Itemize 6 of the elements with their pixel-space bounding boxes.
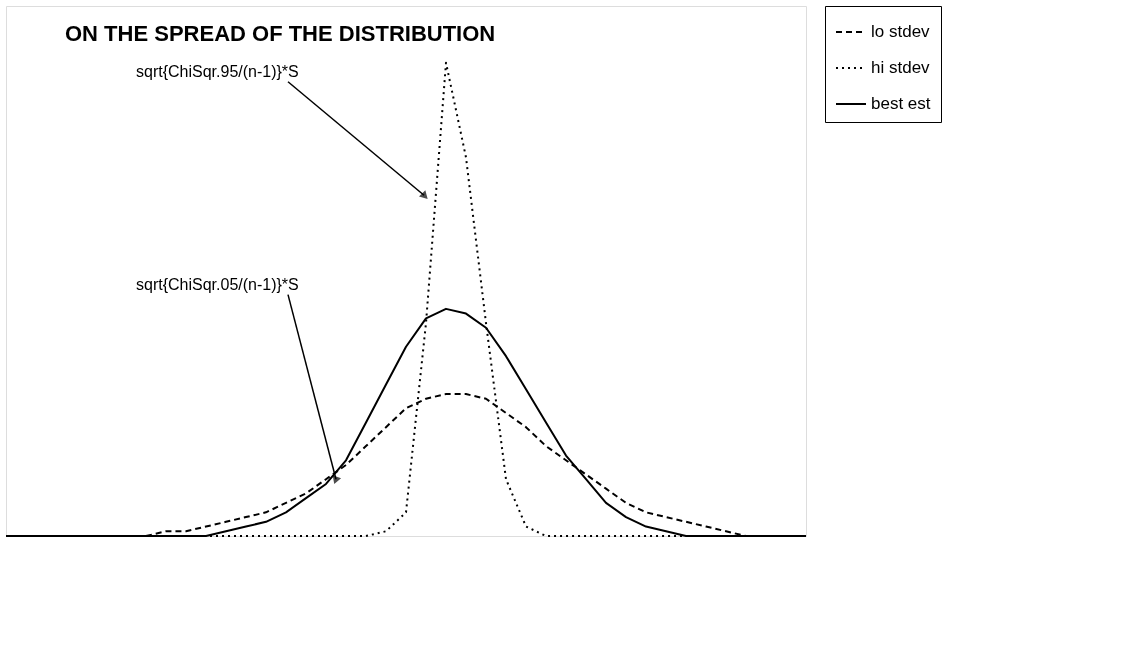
annotation: sqrt{ChiSqr.05/(n-1)}*S	[136, 276, 299, 294]
legend-label: best est	[871, 94, 931, 113]
legend-label: lo stdev	[871, 22, 931, 41]
annotation: sqrt{ChiSqr.95/(n-1)}*S	[136, 63, 299, 81]
legend-label: hi stdev	[871, 58, 931, 77]
chart-title: ON THE SPREAD OF THE DISTRIBUTION	[65, 20, 496, 46]
